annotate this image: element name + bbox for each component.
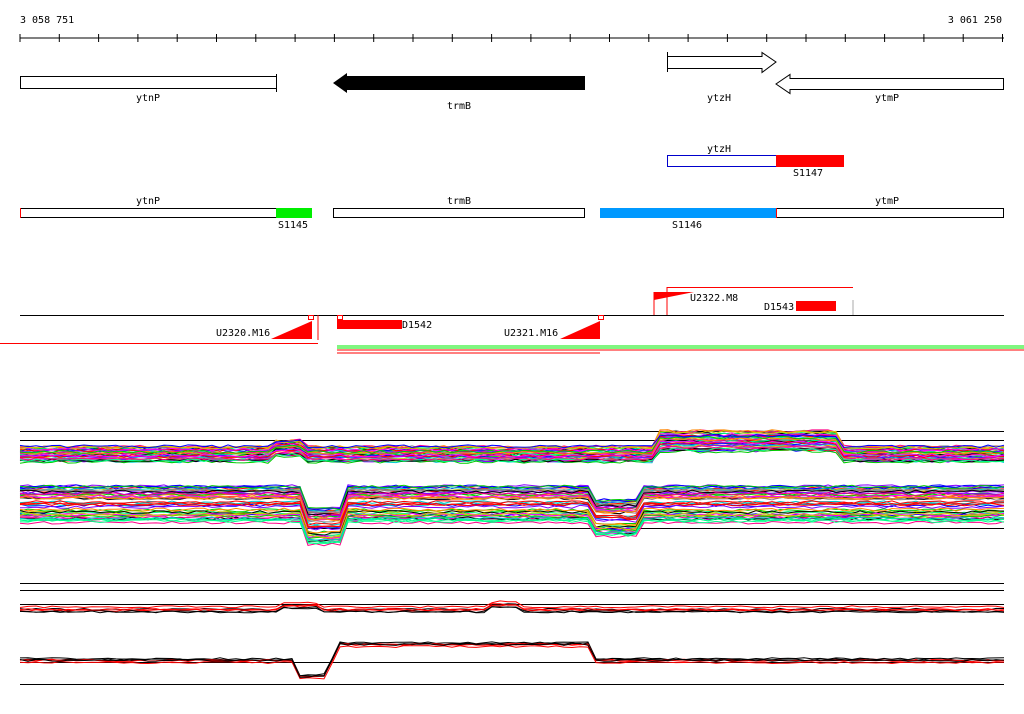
- segment-label-S1146: S1146: [672, 220, 702, 231]
- expression-trace: [19, 435, 1005, 454]
- expression-trace: [19, 440, 1005, 458]
- ruler-start: 3 058 751: [20, 15, 74, 26]
- gene-label-ytnP: ytnP: [136, 93, 160, 104]
- expression-trace: [19, 512, 1005, 539]
- promoter-U2321[interactable]: [560, 321, 600, 339]
- expression-trace: [19, 437, 1005, 456]
- segment-S1146[interactable]: [600, 208, 776, 218]
- expression-trace: [19, 600, 1005, 609]
- expression-trace: [19, 500, 1005, 526]
- expression-trace: [19, 445, 1005, 461]
- expression-trace: [19, 642, 1005, 678]
- label-U2320: U2320.M16: [216, 328, 270, 339]
- gene-trmB[interactable]: [333, 73, 585, 93]
- gene-track: ytnP trmB ytzH ytmP: [20, 51, 1004, 112]
- expression-trace: [19, 517, 1005, 544]
- segment-trmB[interactable]: [333, 208, 585, 218]
- segment-S1145[interactable]: [276, 208, 312, 218]
- segment-label-ytzH: ytzH: [707, 144, 731, 155]
- label-U2321: U2321.M16: [504, 328, 558, 339]
- expression-trace: [19, 510, 1005, 536]
- segment-ytnP[interactable]: [20, 208, 277, 218]
- terminator-D1543[interactable]: [796, 301, 836, 311]
- ruler: 3 058 751 3 061 250: [19, 15, 1004, 42]
- segment-label-S1147: S1147: [793, 168, 823, 179]
- expression-trace: [19, 501, 1005, 528]
- label-D1543: D1543: [764, 302, 794, 313]
- label-U2322: U2322.M8: [690, 293, 738, 304]
- promoter-U2322[interactable]: [654, 292, 694, 300]
- expression-trace: [19, 504, 1005, 531]
- expression-trace: [19, 488, 1005, 514]
- segment-track-1: ytzH S1147: [667, 144, 844, 179]
- segment-label-ytnP: ytnP: [136, 196, 160, 207]
- segment-ytmP[interactable]: [776, 208, 1004, 218]
- terminator-D1542[interactable]: [337, 320, 402, 329]
- expression-profiles: [19, 429, 1005, 685]
- expression-trace: [19, 520, 1005, 547]
- ruler-end: 3 061 250: [948, 15, 1002, 26]
- expression-trace: [19, 603, 1005, 612]
- segment-ytzH[interactable]: [667, 155, 777, 167]
- label-D1542: D1542: [402, 320, 432, 331]
- gene-label-ytmP: ytmP: [875, 93, 899, 104]
- expression-trace: [19, 489, 1005, 516]
- segment-label-ytmP2: ytmP: [875, 196, 899, 207]
- promoter-U2320[interactable]: [271, 321, 312, 339]
- gene-ytnP[interactable]: [20, 76, 277, 89]
- gene-label-trmB: trmB: [447, 101, 471, 112]
- expression-trace: [19, 645, 1005, 680]
- expression-trace: [19, 641, 1005, 677]
- expression-trace: [19, 491, 1005, 518]
- expression-trace: [19, 606, 1005, 614]
- expression-trace: [19, 507, 1005, 534]
- expression-trace: [19, 484, 1005, 511]
- transcript-track: U2322.M8 D1543 U2320.M16 D1542 U2321.M16: [0, 287, 1024, 354]
- expression-trace: [19, 433, 1005, 449]
- expression-trace: [19, 492, 1005, 519]
- segment-S1147[interactable]: [776, 155, 844, 167]
- segment-track-2: ytnP S1145 trmB S1146 ytmP: [20, 196, 1004, 231]
- expression-trace: [19, 429, 1005, 450]
- gene-ytzH[interactable]: [667, 51, 777, 74]
- ruler-ticks: [19, 34, 1003, 42]
- expression-trace: [19, 447, 1005, 463]
- expression-trace: [19, 519, 1005, 545]
- gene-label-ytzH: ytzH: [707, 93, 731, 104]
- expression-trace: [19, 495, 1005, 522]
- gene-ytmP[interactable]: [775, 73, 1004, 95]
- segment-label-trmB: trmB: [447, 196, 471, 207]
- segment-label-S1145: S1145: [278, 220, 308, 231]
